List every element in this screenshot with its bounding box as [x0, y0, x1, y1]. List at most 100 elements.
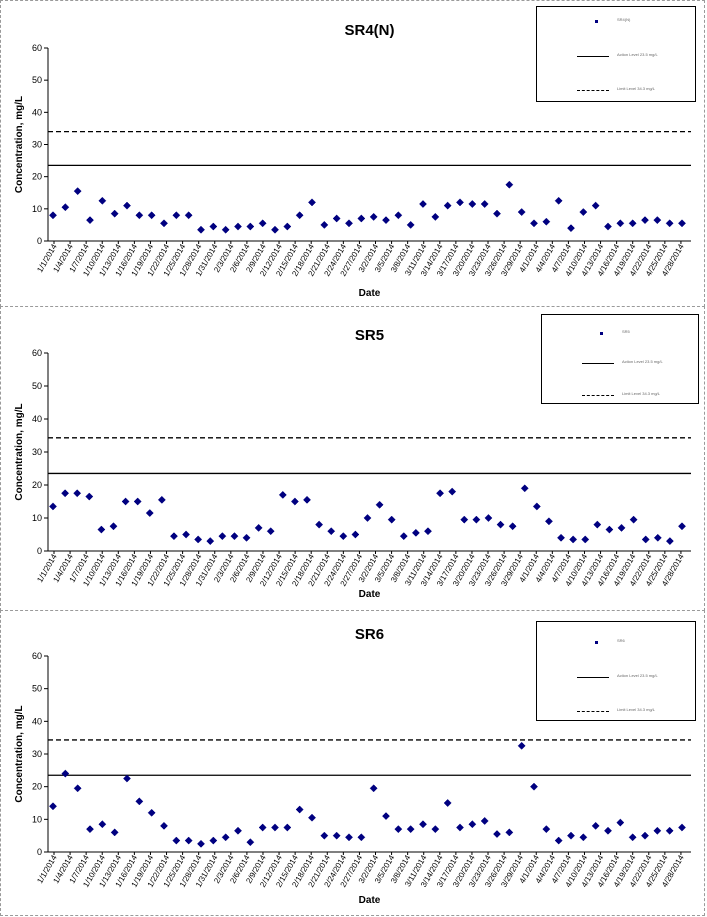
- data-point-sr6-6: [123, 774, 131, 783]
- y-tick-label: 30: [32, 447, 42, 457]
- data-point-sr6-46: [616, 818, 625, 827]
- data-point-sr4-n-11: [184, 211, 193, 220]
- data-point-sr4-n-18: [271, 225, 279, 234]
- y-tick-label: 0: [37, 546, 42, 556]
- data-point-sr6-3: [86, 825, 94, 834]
- y-tick-label: 0: [37, 236, 42, 246]
- data-point-sr6-37: [505, 828, 514, 837]
- data-point-sr5-24: [339, 532, 348, 541]
- data-point-sr5-16: [242, 533, 251, 542]
- y-tick-label: 60: [32, 651, 42, 661]
- data-point-sr6-8: [147, 808, 156, 817]
- data-point-sr5-17: [254, 523, 263, 532]
- data-point-sr4-n-39: [530, 219, 538, 228]
- y-tick-label: 30: [32, 749, 42, 759]
- legend-entry-series: SR6: [617, 638, 625, 643]
- data-point-sr5-15: [230, 532, 239, 541]
- legend-entry-action-level: Action Level 23.5 mg/L: [617, 52, 658, 57]
- legend-solid-line-icon: [577, 677, 609, 678]
- y-tick-label: 50: [32, 75, 42, 85]
- data-point-sr5-41: [544, 517, 553, 526]
- data-point-sr5-28: [387, 515, 396, 524]
- data-point-sr5-51: [665, 537, 674, 546]
- y-tick-label: 20: [32, 782, 42, 792]
- data-point-sr6-20: [295, 805, 304, 814]
- data-point-sr6-26: [369, 784, 378, 793]
- legend-entry-action-level: Action Level 23.5 mg/L: [617, 673, 658, 678]
- data-point-sr4-n-27: [382, 216, 390, 225]
- data-point-sr6-39: [530, 782, 538, 791]
- data-point-sr5-9: [157, 495, 166, 504]
- data-point-sr5-10: [170, 532, 178, 541]
- data-point-sr4-n-20: [295, 211, 304, 220]
- data-point-sr4-n-30: [419, 200, 427, 208]
- y-tick-label: 50: [32, 381, 42, 391]
- legend-sr4n: SR4(N) Action Level 23.5 mg/L Limit Leve…: [536, 6, 696, 102]
- data-point-sr5-47: [617, 523, 626, 532]
- data-point-sr6-4: [98, 820, 107, 829]
- data-point-sr5-2: [73, 489, 82, 498]
- data-point-sr6-42: [567, 831, 575, 840]
- data-point-sr4-n-26: [369, 212, 378, 221]
- chart-panel-sr4n: SR4(N) 0 10 20 30 40 50 60 Concentration, mg/L 1/…: [0, 0, 705, 307]
- data-point-sr4-n-51: [678, 219, 686, 228]
- data-point-sr5-25: [351, 530, 360, 539]
- data-point-sr4-n-37: [505, 180, 514, 189]
- x-axis-label: Date: [359, 895, 381, 906]
- data-point-sr4-n-36: [493, 209, 501, 218]
- data-point-sr5-49: [641, 535, 650, 544]
- data-point-sr4-n-7: [135, 211, 144, 220]
- data-point-sr6-44: [591, 821, 600, 830]
- data-point-sr6-28: [394, 825, 403, 834]
- data-point-sr5-31: [424, 527, 432, 536]
- y-tick-label: 20: [32, 172, 42, 182]
- data-point-sr4-n-8: [147, 211, 156, 220]
- data-point-sr4-n-22: [320, 220, 329, 229]
- data-point-sr6-5: [110, 828, 119, 837]
- data-point-sr6-43: [579, 833, 588, 842]
- data-point-sr6-33: [456, 823, 464, 832]
- data-point-sr4-n-42: [567, 224, 575, 233]
- data-point-sr6-10: [172, 836, 181, 845]
- data-point-sr6-13: [209, 836, 218, 845]
- data-point-sr4-n-9: [160, 219, 168, 228]
- chart-panel-sr6: SR6 0 10 20 30 40 50 60 Concentration, mg/L 1/1/2…: [0, 610, 705, 916]
- data-point-sr4-n-24: [345, 219, 353, 228]
- data-point-sr4-n-43: [579, 208, 588, 217]
- data-point-sr6-49: [653, 826, 662, 835]
- data-point-sr6-1: [61, 769, 70, 778]
- data-point-sr4-n-44: [591, 201, 600, 210]
- data-point-sr5-36: [484, 514, 493, 522]
- data-point-sr4-n-32: [443, 201, 452, 210]
- chart-title: SR6: [355, 626, 384, 643]
- data-point-sr4-n-2: [73, 187, 82, 196]
- data-point-sr4-n-3: [86, 216, 94, 225]
- data-point-sr6-15: [234, 826, 242, 835]
- legend-dashed-line-icon: [582, 395, 614, 396]
- data-point-sr4-n-1: [61, 203, 70, 212]
- data-point-sr4-n-50: [665, 219, 674, 228]
- y-tick-label: 40: [32, 414, 42, 424]
- data-point-sr6-9: [160, 821, 168, 830]
- data-point-sr6-29: [406, 825, 415, 834]
- data-point-sr5-19: [278, 490, 287, 499]
- data-point-sr6-47: [628, 833, 637, 842]
- data-point-sr4-n-16: [246, 222, 255, 231]
- data-point-sr6-36: [493, 830, 501, 838]
- data-point-sr4-n-12: [197, 225, 205, 234]
- legend-solid-line-icon: [582, 363, 614, 364]
- data-point-sr5-34: [460, 515, 469, 524]
- data-point-sr6-11: [184, 836, 193, 845]
- y-tick-label: 10: [32, 513, 42, 523]
- data-point-sr4-n-46: [616, 219, 625, 228]
- data-point-sr4-n-28: [394, 211, 403, 220]
- data-point-sr6-34: [468, 820, 477, 829]
- data-point-sr4-n-45: [604, 222, 612, 231]
- data-point-sr6-2: [73, 784, 82, 793]
- data-point-sr4-n-23: [332, 214, 341, 223]
- data-point-sr5-43: [569, 535, 578, 544]
- legend-entry-limit-level: Limit Level 34.3 mg/L: [617, 707, 656, 712]
- data-point-sr5-23: [327, 527, 336, 536]
- y-tick-label: 40: [32, 716, 42, 726]
- data-point-sr6-41: [554, 836, 563, 845]
